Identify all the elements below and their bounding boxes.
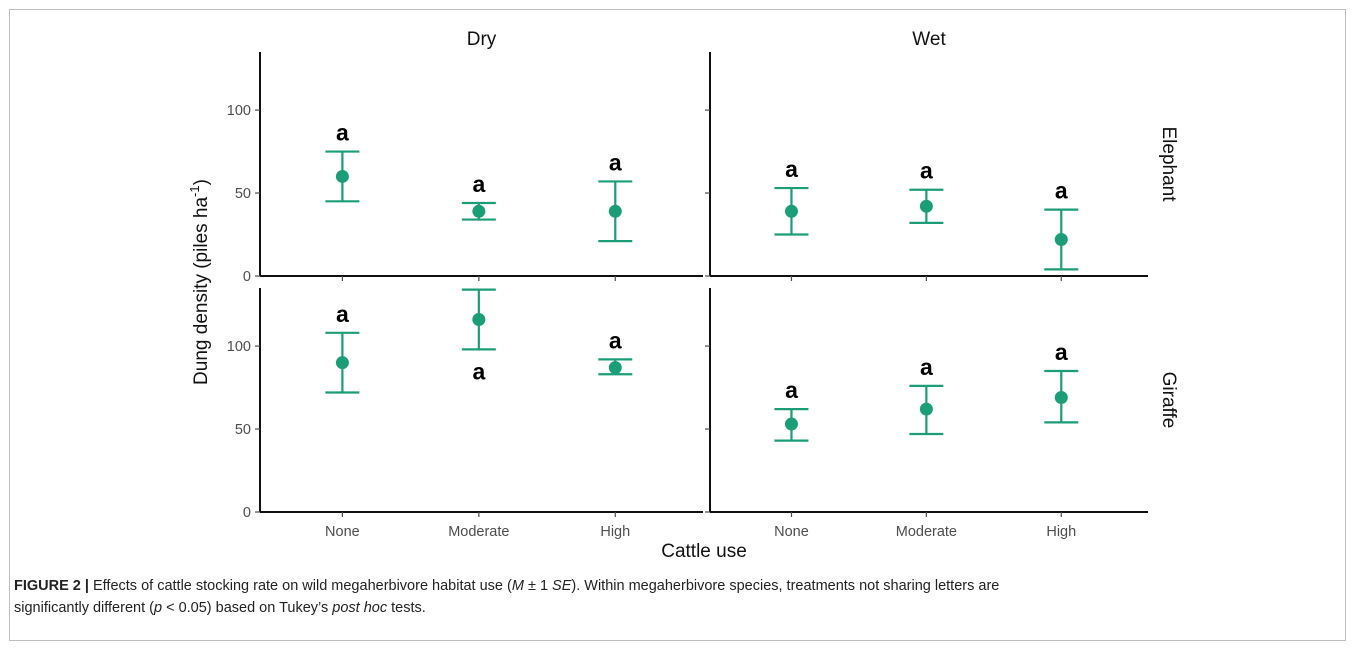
x-tick-label-dry-giraffe-moderate: Moderate (448, 524, 509, 540)
caption-m: M (511, 578, 524, 594)
significance-letter-dry-elephant-none: a (336, 120, 349, 146)
caption-text-5: tests. (387, 600, 426, 616)
x-tick-label-wet-giraffe-high: High (1046, 524, 1076, 540)
strip-label-giraffe: Giraffe (1158, 372, 1179, 429)
caption-line-2: significantly different (p < 0.05) based… (14, 597, 1334, 619)
point-dry-giraffe-moderate (472, 313, 486, 327)
point-wet-giraffe-moderate (919, 402, 933, 416)
y-tick-label-dry-elephant-50: 50 (235, 186, 251, 202)
y-axis-title: Dung density (piles ha-1) (187, 179, 212, 385)
caption-label: FIGURE 2 | (14, 578, 89, 594)
caption-line-1: FIGURE 2 | Effects of cattle stocking ra… (14, 575, 1334, 597)
caption-pm: ± 1 (523, 578, 553, 594)
significance-letter-wet-elephant-none: a (785, 156, 798, 182)
significance-letter-wet-elephant-high: a (1055, 178, 1068, 204)
x-tick-label-wet-giraffe-moderate: Moderate (896, 524, 957, 540)
significance-letter-dry-giraffe-moderate: a (472, 358, 485, 384)
x-tick-label-dry-giraffe-none: None (325, 524, 360, 540)
faceted-chart: Dry Wet Elephant Giraffe 0 50 100 a a a a a a 0 50 100 N… (187, 29, 1179, 562)
significance-letter-wet-giraffe-none: a (785, 377, 798, 403)
significance-letter-dry-giraffe-none: a (336, 301, 349, 327)
y-tick-label-dry-giraffe-50: 50 (235, 422, 251, 438)
point-dry-giraffe-none (335, 356, 349, 370)
caption-post-hoc: post hoc (332, 600, 388, 616)
point-wet-elephant-none (784, 204, 798, 218)
strip-label-dry: Dry (467, 29, 497, 50)
point-dry-giraffe-high (608, 361, 622, 375)
strip-label-elephant: Elephant (1158, 126, 1179, 202)
point-dry-elephant-none (335, 169, 349, 183)
caption-text-1: Effects of cattle stocking rate on wild … (88, 578, 512, 594)
point-wet-giraffe-none (784, 417, 798, 431)
caption-se: SE (552, 578, 572, 594)
caption-text-2: ). Within megaherbivore species, treatme… (571, 578, 1000, 594)
significance-letter-wet-elephant-moderate: a (920, 158, 933, 184)
caption-p: p (153, 600, 163, 616)
figure-caption: FIGURE 2 | Effects of cattle stocking ra… (14, 575, 1334, 619)
strip-label-wet: Wet (912, 29, 946, 50)
significance-letter-wet-giraffe-moderate: a (920, 354, 933, 380)
significance-letter-wet-giraffe-high: a (1055, 339, 1068, 365)
y-tick-label-dry-giraffe-0: 0 (243, 505, 251, 521)
caption-text-3: significantly different ( (14, 600, 154, 616)
significance-letter-dry-elephant-high: a (609, 149, 622, 175)
y-tick-label-dry-giraffe-100: 100 (227, 339, 251, 355)
caption-text-4: < 0.05) based on Tukey’s (162, 600, 333, 616)
significance-letter-dry-elephant-moderate: a (472, 171, 485, 197)
x-tick-label-dry-giraffe-high: High (600, 524, 630, 540)
figure-frame (9, 9, 1346, 641)
x-axis-title: Cattle use (661, 541, 747, 562)
x-tick-label-wet-giraffe-none: None (774, 524, 809, 540)
y-tick-label-dry-elephant-0: 0 (243, 269, 251, 285)
point-dry-elephant-moderate (472, 204, 486, 218)
point-wet-elephant-high (1054, 232, 1068, 246)
point-wet-elephant-moderate (919, 199, 933, 213)
point-wet-giraffe-high (1054, 391, 1068, 405)
point-dry-elephant-high (608, 204, 622, 218)
y-tick-label-dry-elephant-100: 100 (227, 103, 251, 119)
significance-letter-dry-giraffe-high: a (609, 327, 622, 353)
